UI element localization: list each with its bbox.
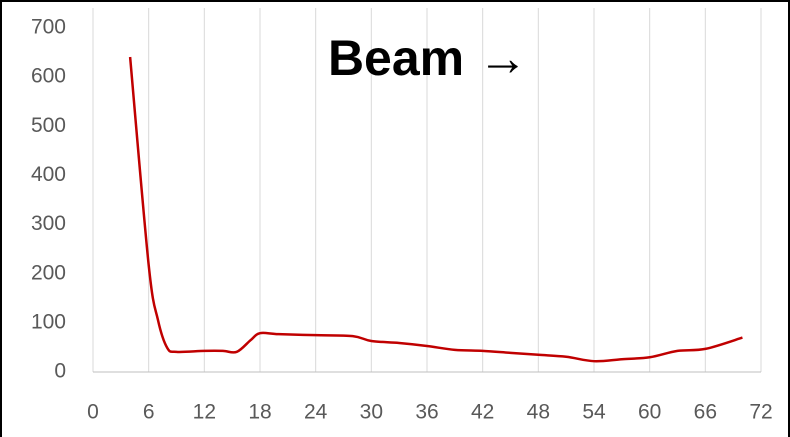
x-tick-label: 66 xyxy=(694,401,717,424)
x-tick-label: 18 xyxy=(248,401,271,424)
x-tick-label: 12 xyxy=(193,401,216,424)
x-tick-label: 54 xyxy=(582,401,606,424)
y-tick-label: 600 xyxy=(31,65,66,88)
x-tick-label: 60 xyxy=(638,401,661,424)
annotation: Beam → xyxy=(328,30,528,86)
x-tick-label: 72 xyxy=(749,401,772,424)
x-tick-label: 48 xyxy=(527,401,550,424)
y-tick-label: 0 xyxy=(54,360,66,383)
x-tick-label: 36 xyxy=(415,401,438,424)
x-tick-label: 6 xyxy=(143,401,155,424)
y-tick-label: 200 xyxy=(31,261,66,284)
y-tick-label: 300 xyxy=(31,212,66,235)
y-tick-label: 100 xyxy=(31,310,66,333)
x-tick-label: 24 xyxy=(304,401,328,424)
y-tick-label: 700 xyxy=(31,16,66,39)
y-tick-label: 400 xyxy=(31,163,66,186)
line xyxy=(128,56,743,363)
x-tick-label: 0 xyxy=(87,401,99,424)
x-tick-label: 30 xyxy=(360,401,383,424)
x-tick-label: 42 xyxy=(471,401,494,424)
y-tick-label: 500 xyxy=(31,114,66,137)
